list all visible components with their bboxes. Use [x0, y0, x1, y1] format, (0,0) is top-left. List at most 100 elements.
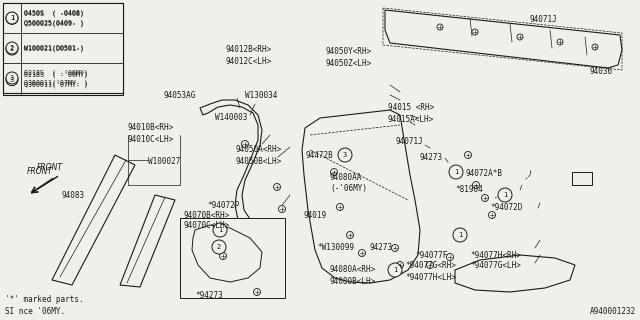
- Text: 94010C<LH>: 94010C<LH>: [128, 134, 174, 143]
- Text: 94273: 94273: [420, 154, 443, 163]
- Text: 94071J: 94071J: [396, 138, 424, 147]
- Text: 94036: 94036: [590, 68, 613, 76]
- Text: 1: 1: [10, 15, 14, 21]
- Text: *94077H<RH>: *94077H<RH>: [470, 251, 521, 260]
- Circle shape: [6, 43, 18, 55]
- Text: 1: 1: [10, 15, 14, 21]
- Polygon shape: [3, 3, 123, 95]
- Text: 94053AG: 94053AG: [163, 92, 195, 100]
- Text: *94077H<LH>: *94077H<LH>: [405, 273, 456, 282]
- Text: 94072A*B: 94072A*B: [465, 169, 502, 178]
- Text: W130034: W130034: [245, 92, 277, 100]
- Text: 94050B<LH>: 94050B<LH>: [235, 156, 281, 165]
- Text: Q360011('07MY- ): Q360011('07MY- ): [24, 80, 88, 86]
- Text: *94077G<LH>: *94077G<LH>: [470, 261, 521, 270]
- Text: A940001232: A940001232: [589, 307, 636, 316]
- Circle shape: [472, 29, 478, 35]
- Text: 2: 2: [10, 46, 14, 52]
- Circle shape: [397, 261, 403, 268]
- Circle shape: [346, 231, 353, 238]
- Text: 2: 2: [217, 244, 221, 250]
- Circle shape: [212, 240, 226, 254]
- Text: 3: 3: [10, 75, 14, 81]
- Text: *W130099: *W130099: [317, 243, 354, 252]
- Circle shape: [392, 244, 399, 252]
- Text: 94080A<RH>: 94080A<RH>: [330, 266, 376, 275]
- Polygon shape: [385, 10, 622, 68]
- Circle shape: [273, 183, 280, 190]
- Text: 94050Z<LH>: 94050Z<LH>: [325, 59, 371, 68]
- Circle shape: [517, 34, 523, 40]
- Polygon shape: [302, 110, 420, 283]
- Circle shape: [465, 151, 472, 158]
- Circle shape: [213, 223, 227, 237]
- Polygon shape: [200, 100, 268, 238]
- Circle shape: [437, 24, 443, 30]
- Circle shape: [449, 165, 463, 179]
- Text: *94072P: *94072P: [207, 202, 239, 211]
- Circle shape: [241, 140, 248, 148]
- Text: *81904: *81904: [455, 186, 483, 195]
- Text: 0218S  ( -'06MY): 0218S ( -'06MY): [24, 70, 88, 76]
- Circle shape: [278, 205, 285, 212]
- Text: 0450S  ( -0408): 0450S ( -0408): [24, 10, 84, 17]
- Circle shape: [6, 12, 18, 24]
- Text: Q500025(0409- ): Q500025(0409- ): [24, 20, 84, 26]
- Text: (-'06MY): (-'06MY): [330, 185, 367, 194]
- Text: 94050Y<RH>: 94050Y<RH>: [325, 47, 371, 57]
- Circle shape: [426, 261, 433, 268]
- Text: 1: 1: [458, 232, 462, 238]
- Text: 3: 3: [343, 152, 347, 158]
- Text: 94083: 94083: [62, 191, 85, 201]
- Text: W100027: W100027: [148, 157, 180, 166]
- Text: FRONT: FRONT: [37, 164, 63, 172]
- Text: Q500025(0409- ): Q500025(0409- ): [24, 20, 84, 27]
- Circle shape: [481, 195, 488, 202]
- Circle shape: [6, 12, 18, 24]
- Circle shape: [337, 204, 344, 211]
- Circle shape: [338, 148, 352, 162]
- Text: 94070B<RH>: 94070B<RH>: [183, 211, 229, 220]
- Text: *94273: *94273: [195, 291, 223, 300]
- Polygon shape: [455, 255, 575, 292]
- Text: 3: 3: [10, 77, 14, 83]
- Text: W100021(D0501-): W100021(D0501-): [24, 45, 84, 51]
- Text: 94012B<RH>: 94012B<RH>: [225, 45, 271, 54]
- Text: 94080B<LH>: 94080B<LH>: [330, 276, 376, 285]
- Text: 1: 1: [393, 267, 397, 273]
- Text: 2: 2: [10, 45, 14, 51]
- Circle shape: [388, 263, 402, 277]
- Circle shape: [472, 181, 479, 188]
- Circle shape: [220, 252, 227, 260]
- Circle shape: [6, 42, 18, 54]
- Text: '*' marked parts.: '*' marked parts.: [5, 295, 84, 305]
- Circle shape: [447, 253, 454, 260]
- Polygon shape: [52, 155, 135, 285]
- Text: W140003: W140003: [215, 114, 248, 123]
- Text: Q360011('07MY- ): Q360011('07MY- ): [24, 81, 88, 88]
- Text: 94015 <RH>: 94015 <RH>: [388, 103, 435, 113]
- Text: 94273: 94273: [370, 244, 393, 252]
- Circle shape: [253, 289, 260, 295]
- Text: 94019: 94019: [303, 211, 326, 220]
- Text: 1: 1: [503, 192, 507, 198]
- Text: 1: 1: [454, 169, 458, 175]
- Text: 94050A<RH>: 94050A<RH>: [235, 146, 281, 155]
- Text: 94071J: 94071J: [530, 15, 557, 25]
- Polygon shape: [120, 195, 175, 287]
- Circle shape: [498, 188, 512, 202]
- Polygon shape: [3, 3, 123, 93]
- Text: *94077G<RH>: *94077G<RH>: [405, 261, 456, 270]
- Text: 0218S  ( -'06MY): 0218S ( -'06MY): [24, 71, 88, 78]
- Text: SI nce '06MY.: SI nce '06MY.: [5, 308, 65, 316]
- Circle shape: [358, 250, 365, 257]
- Circle shape: [592, 44, 598, 50]
- Text: 94015A<LH>: 94015A<LH>: [388, 115, 435, 124]
- Text: 94010B<RH>: 94010B<RH>: [128, 124, 174, 132]
- Circle shape: [453, 228, 467, 242]
- Text: 1: 1: [218, 227, 222, 233]
- Text: *94077F: *94077F: [415, 251, 447, 260]
- Text: FRONT: FRONT: [27, 167, 53, 177]
- Polygon shape: [572, 172, 592, 185]
- Polygon shape: [180, 218, 285, 298]
